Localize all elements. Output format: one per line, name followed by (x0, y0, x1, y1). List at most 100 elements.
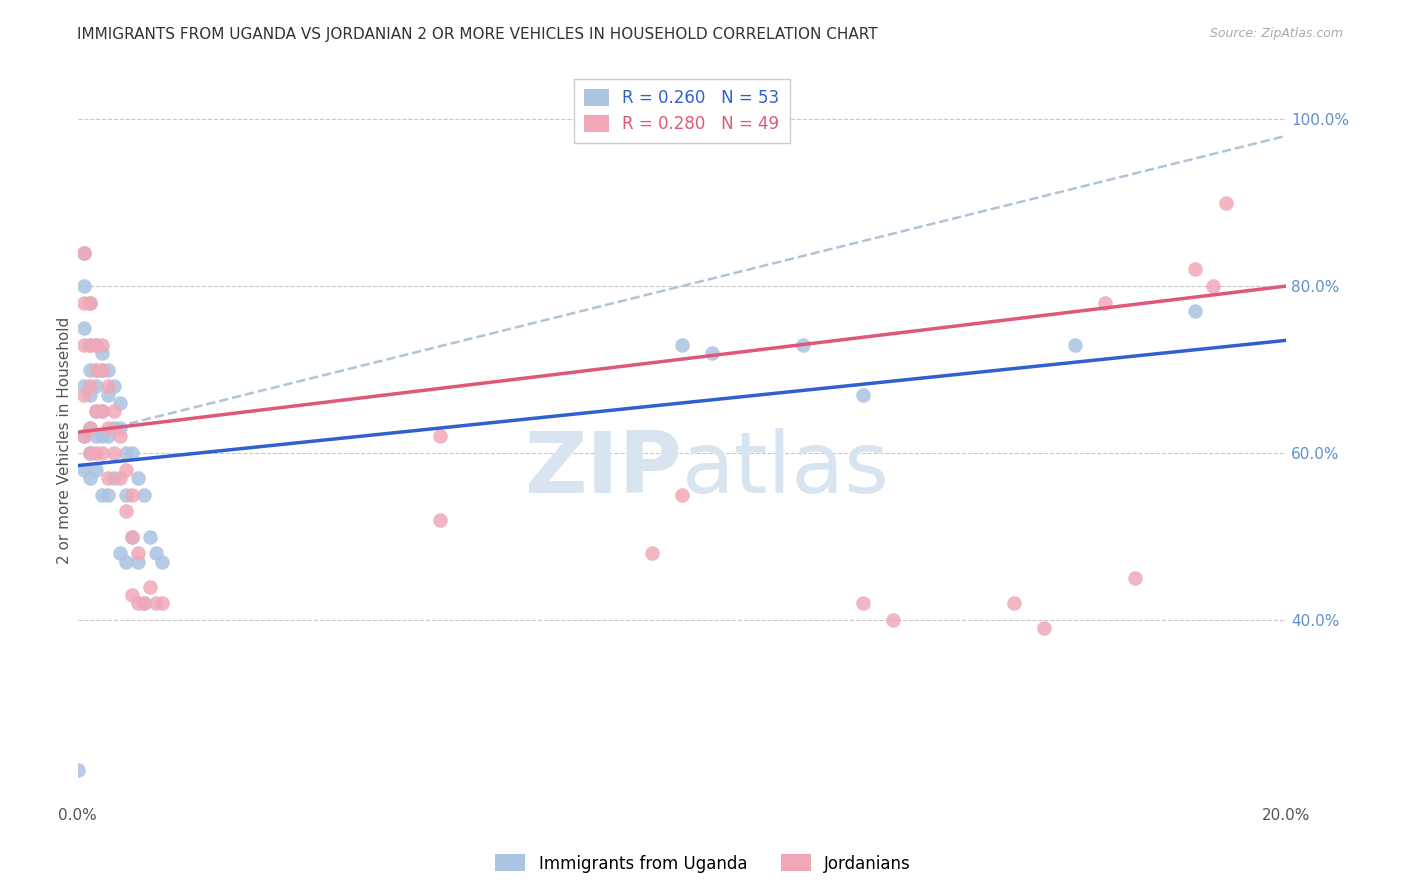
Point (90, 404, 112, 418)
Point (429, 429, 451, 443)
Point (1184, 304, 1206, 318)
Point (852, 596, 875, 610)
Point (90, 404, 112, 418)
Point (90, 429, 112, 443)
Point (97, 362, 120, 376)
Point (150, 555, 173, 569)
Y-axis label: 2 or more Vehicles in Household: 2 or more Vehicles in Household (58, 317, 72, 564)
Point (145, 596, 167, 610)
Point (103, 379, 125, 393)
Point (1063, 337, 1085, 351)
Point (97, 471, 120, 485)
Point (121, 488, 143, 502)
Point (108, 471, 131, 485)
Point (79, 471, 101, 485)
Point (121, 529, 143, 543)
Point (84, 337, 107, 351)
Point (66, 763, 89, 777)
Point (79, 295, 101, 310)
Point (103, 471, 125, 485)
Point (115, 488, 138, 502)
Point (79, 337, 101, 351)
Point (115, 446, 138, 460)
Point (84, 362, 107, 376)
Point (73, 279, 96, 293)
Point (90, 446, 112, 460)
Point (108, 421, 131, 435)
Point (97, 488, 120, 502)
Point (73, 295, 96, 310)
Point (79, 337, 101, 351)
Legend: R = 0.260   N = 53, R = 0.280   N = 49: R = 0.260 N = 53, R = 0.280 N = 49 (574, 78, 790, 144)
Point (79, 295, 101, 310)
Point (79, 379, 101, 393)
Point (1033, 621, 1056, 635)
Point (671, 488, 693, 502)
Point (97, 421, 120, 435)
Text: Source: ZipAtlas.com: Source: ZipAtlas.com (1209, 27, 1343, 40)
Point (1215, 195, 1237, 210)
Point (73, 245, 96, 260)
Point (852, 387, 875, 401)
Point (792, 337, 814, 351)
Point (115, 555, 138, 569)
Point (103, 446, 125, 460)
Point (90, 362, 112, 376)
Point (79, 362, 101, 376)
Point (73, 337, 96, 351)
Point (90, 337, 112, 351)
Point (121, 446, 143, 460)
Point (108, 429, 131, 443)
Text: ZIP: ZIP (524, 428, 682, 511)
Point (115, 463, 138, 477)
Point (79, 446, 101, 460)
Point (121, 588, 143, 602)
Point (84, 463, 107, 477)
Legend: Immigrants from Uganda, Jordanians: Immigrants from Uganda, Jordanians (489, 847, 917, 880)
Point (97, 387, 120, 401)
Point (90, 488, 112, 502)
Point (73, 379, 96, 393)
Point (108, 546, 131, 560)
Point (1202, 279, 1225, 293)
Point (90, 346, 112, 360)
Point (108, 396, 131, 410)
Point (134, 596, 156, 610)
Point (84, 337, 107, 351)
Point (73, 245, 96, 260)
Point (134, 596, 156, 610)
Point (97, 379, 120, 393)
Point (90, 362, 112, 376)
Point (127, 555, 149, 569)
Point (73, 463, 96, 477)
Point (121, 529, 143, 543)
Point (84, 404, 107, 418)
Point (79, 421, 101, 435)
Point (134, 488, 156, 502)
Point (84, 362, 107, 376)
Point (145, 546, 167, 560)
Point (139, 580, 162, 594)
Point (84, 404, 107, 418)
Point (671, 337, 693, 351)
Point (97, 429, 120, 443)
Text: atlas: atlas (682, 428, 890, 511)
Point (1184, 262, 1206, 277)
Point (84, 429, 107, 443)
Point (150, 596, 173, 610)
Point (84, 379, 107, 393)
Point (1002, 596, 1025, 610)
Point (79, 446, 101, 460)
Point (73, 429, 96, 443)
Point (79, 387, 101, 401)
Point (73, 321, 96, 335)
Point (115, 504, 138, 518)
Point (1123, 571, 1146, 585)
Point (882, 613, 904, 627)
Point (103, 404, 125, 418)
Point (84, 446, 107, 460)
Point (73, 387, 96, 401)
Point (700, 346, 723, 360)
Point (127, 596, 149, 610)
Text: IMMIGRANTS FROM UGANDA VS JORDANIAN 2 OR MORE VEHICLES IN HOUSEHOLD CORRELATION : IMMIGRANTS FROM UGANDA VS JORDANIAN 2 OR… (77, 27, 877, 42)
